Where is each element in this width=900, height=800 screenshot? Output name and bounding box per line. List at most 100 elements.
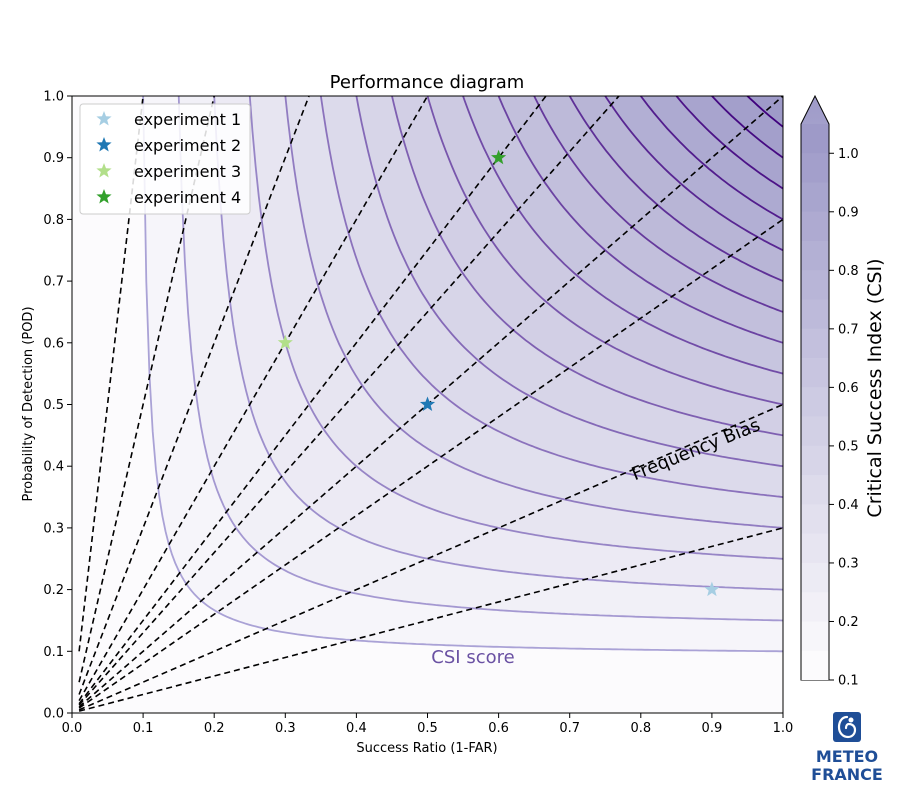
- colorbar-band: [801, 475, 829, 505]
- legend-marker: [96, 163, 112, 178]
- colorbar-band: [801, 533, 829, 563]
- colorbar-tick-label: 0.3: [838, 556, 859, 571]
- x-tick-label: 0.8: [630, 721, 651, 736]
- colorbar-label: Critical Success Index (CSI): [864, 258, 886, 517]
- point-experiment-3: [277, 334, 293, 350]
- y-tick-label: 0.7: [43, 275, 64, 290]
- csi-contour-line: [462, 96, 783, 375]
- colorbar-tick-label: 0.5: [838, 439, 859, 454]
- legend-marker: [96, 137, 112, 152]
- colorbar-tick-label: 0.9: [838, 205, 859, 220]
- csi-contour-line: [746, 96, 783, 128]
- colorbar-tick-label: 1.0: [838, 147, 859, 162]
- csi-contour-line: [248, 96, 783, 560]
- csi-contour-line: [497, 96, 783, 344]
- frequency-bias-line: [78, 218, 783, 709]
- csi-contour-line: [710, 96, 783, 159]
- meteo-france-logo: METEO FRANCE: [806, 710, 888, 786]
- colorbar: 0.1 0.2 0.3 0.4 0.5 0.6 0.7 0.8 0.9 1.0 Critical …: [800, 94, 886, 689]
- colorbar-band: [801, 504, 829, 534]
- colorbar-band: [801, 358, 829, 388]
- data-points: [277, 149, 720, 597]
- colorbar-bands: [801, 124, 829, 680]
- csi-contour-line: [142, 96, 783, 653]
- csi-contour-line: [639, 96, 783, 221]
- colorbar-band: [801, 416, 829, 446]
- meteo-france-emblem-icon: [833, 712, 861, 742]
- y-tick-label: 0.1: [43, 645, 64, 660]
- logo-line-2: FRANCE: [811, 765, 883, 784]
- point-experiment-4: [491, 149, 507, 165]
- frequency-bias-line: [78, 96, 429, 702]
- logo-line-1: METEO: [815, 747, 879, 766]
- y-tick-label: 0.4: [43, 460, 64, 475]
- y-tick-label: 0.2: [43, 583, 64, 598]
- colorbar-ticks: 0.1 0.2 0.3 0.4 0.5 0.6 0.7 0.8 0.9 1.0: [829, 147, 859, 689]
- y-tick-label: 0.3: [43, 521, 64, 536]
- point-experiment-2: [419, 396, 436, 411]
- frequency-bias-line: [78, 403, 783, 711]
- colorbar-band: [801, 153, 829, 183]
- legend: experiment 1 experiment 2 experiment 3 expe…: [79, 103, 251, 215]
- colorbar-band: [801, 270, 829, 300]
- y-tick-label: 0.5: [43, 398, 64, 413]
- x-axis-ticks: 0.0 0.1 0.2 0.3 0.4 0.5 0.6 0.7 0.8 0.9 1.0: [62, 713, 794, 736]
- colorbar-band: [801, 387, 829, 417]
- x-tick-label: 0.2: [204, 721, 225, 736]
- csi-score-annotation: CSI score: [431, 647, 514, 668]
- x-axis-label: Success Ratio (1-FAR): [356, 741, 497, 756]
- colorbar-band: [801, 241, 829, 271]
- x-tick-label: 0.9: [702, 721, 723, 736]
- x-tick-label: 0.1: [133, 721, 154, 736]
- legend-label: experiment 4: [134, 188, 241, 207]
- frequency-bias-line: [78, 96, 548, 705]
- csi-contour-line: [533, 96, 783, 313]
- x-tick-label: 0.6: [488, 721, 509, 736]
- colorbar-band: [801, 592, 829, 622]
- y-axis-label: Probability of Detection (POD): [21, 306, 36, 501]
- colorbar-band: [801, 299, 829, 329]
- point-experiment-1: [704, 581, 720, 597]
- csi-contour-line: [568, 96, 783, 282]
- colorbar-band: [801, 328, 829, 359]
- y-tick-label: 0.6: [43, 336, 64, 351]
- colorbar-band: [801, 650, 829, 680]
- x-tick-label: 0.3: [275, 721, 296, 736]
- colorbar-tick-label: 0.1: [838, 674, 859, 689]
- csi-contour-line: [355, 96, 783, 468]
- x-tick-label: 1.0: [773, 721, 794, 736]
- x-tick-label: 0.0: [62, 721, 83, 736]
- legend-marker: [96, 189, 112, 204]
- colorbar-tick-label: 0.8: [838, 264, 859, 279]
- y-tick-label: 0.8: [43, 213, 64, 228]
- colorbar-tick-label: 0.7: [838, 322, 859, 337]
- colorbar-tick-label: 0.6: [838, 381, 859, 396]
- legend-label: experiment 3: [134, 162, 241, 181]
- colorbar-band: [801, 182, 829, 212]
- csi-contour-line: [177, 96, 783, 622]
- csi-contour-line: [604, 96, 783, 252]
- frequency-bias-line: [78, 96, 783, 708]
- csi-contour-line: [426, 96, 783, 406]
- colorbar-band: [801, 621, 829, 651]
- frequency-bias-line: [78, 527, 783, 712]
- frequency-bias-line: [78, 96, 620, 706]
- csi-contour-line: [284, 96, 783, 529]
- colorbar-tick-label: 0.4: [838, 498, 859, 513]
- y-tick-label: 1.0: [43, 90, 64, 105]
- chart-title: Performance diagram: [330, 72, 525, 93]
- legend-box: [79, 103, 251, 215]
- csi-contour-line: [319, 96, 783, 498]
- csi-contours: [142, 96, 783, 653]
- y-tick-label: 0.0: [43, 707, 64, 722]
- csi-contour-line: [391, 96, 783, 437]
- x-tick-label: 0.5: [417, 721, 438, 736]
- x-tick-label: 0.4: [346, 721, 367, 736]
- x-tick-label: 0.7: [559, 721, 580, 736]
- y-tick-label: 0.9: [43, 151, 64, 166]
- csi-contour-line: [675, 96, 783, 190]
- colorbar-band: [801, 211, 829, 242]
- legend-marker: [96, 111, 112, 126]
- colorbar-tick-label: 0.2: [838, 615, 859, 630]
